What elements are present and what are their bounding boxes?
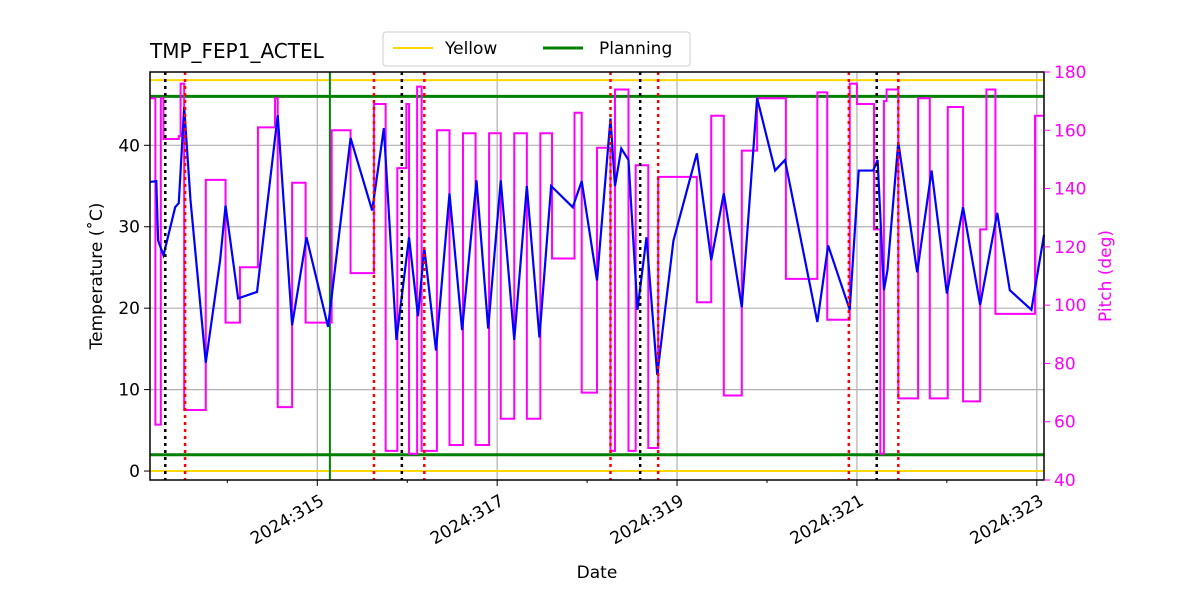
plot-area: 2024:315 2024:317 2024:319 2024:321 2024:323… [118,63,1086,549]
y-tick-label: 0 [129,462,140,482]
y2-tick-label: 40 [1054,471,1076,491]
chart-title: TMP_FEP1_ACTEL [149,39,325,63]
legend-frame [382,31,691,67]
y2-axis-label: Pitch (deg) [1096,230,1116,322]
x-tick-label: 2024:317 [427,491,508,549]
temperature-series-line [149,97,1046,376]
pitch-series-line [150,82,1044,455]
y-tick-label: 30 [118,218,140,238]
y-axis-label: Temperature (˚C) [86,203,107,351]
x-tick-label: 2024:321 [787,491,868,549]
x-axis-label: Date [577,563,618,583]
y2-tick-label: 60 [1054,413,1076,433]
y2-tick-label: 100 [1054,296,1086,316]
legend-label-yellow: Yellow [444,39,497,59]
x-tick-label: 2024:323 [967,491,1048,549]
y2-tick-label: 180 [1054,63,1086,83]
y2-tick-label: 160 [1054,121,1086,141]
y-tick-label: 10 [118,381,140,401]
y2-tick-label: 120 [1054,238,1086,258]
x-tick-label: 2024:319 [607,491,688,549]
plot-frame [149,71,1045,481]
legend: Yellow Planning [382,31,691,67]
y-tick-label: 20 [118,299,140,319]
y2-tick-label: 140 [1054,180,1086,200]
y2-tick-label: 80 [1054,354,1076,374]
x-tick-label: 2024:315 [247,491,328,549]
legend-label-planning: Planning [599,39,672,59]
y-tick-label: 40 [118,136,140,156]
